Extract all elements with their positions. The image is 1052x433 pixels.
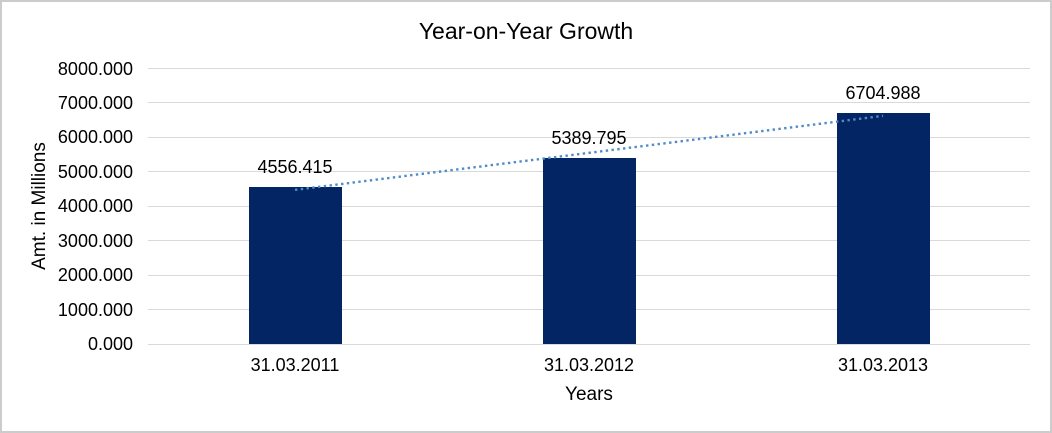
y-tick-label: 6000.000 bbox=[57, 127, 133, 148]
y-gridline bbox=[148, 68, 1030, 69]
y-tick-label: 1000.000 bbox=[57, 299, 133, 320]
y-tick-label: 7000.000 bbox=[57, 92, 133, 113]
bar-value-label: 4556.415 bbox=[257, 157, 333, 178]
bar bbox=[836, 113, 930, 344]
x-axis-title: Years bbox=[565, 384, 613, 405]
x-category-label: 31.03.2012 bbox=[543, 355, 635, 375]
y-tick-label: 4000.000 bbox=[57, 196, 133, 217]
y-gridline bbox=[148, 102, 1030, 104]
y-tick-label: 2000.000 bbox=[57, 265, 133, 286]
bar bbox=[248, 187, 342, 344]
y-tick-label: 3000.000 bbox=[57, 230, 133, 251]
y-tick-label: 5000.000 bbox=[57, 161, 133, 182]
chart-title: Year-on-Year Growth bbox=[418, 18, 634, 44]
bar-value-label: 5389.795 bbox=[551, 128, 627, 149]
y-tick-label: 0.000 bbox=[87, 334, 133, 354]
bar-value-label: 6704.988 bbox=[845, 83, 921, 104]
y-tick-label: 8000.000 bbox=[57, 58, 133, 79]
bar bbox=[542, 158, 636, 344]
x-category-label: 31.03.2011 bbox=[250, 355, 340, 375]
x-category-label: 31.03.2013 bbox=[837, 355, 929, 375]
y-gridline bbox=[148, 343, 1030, 345]
